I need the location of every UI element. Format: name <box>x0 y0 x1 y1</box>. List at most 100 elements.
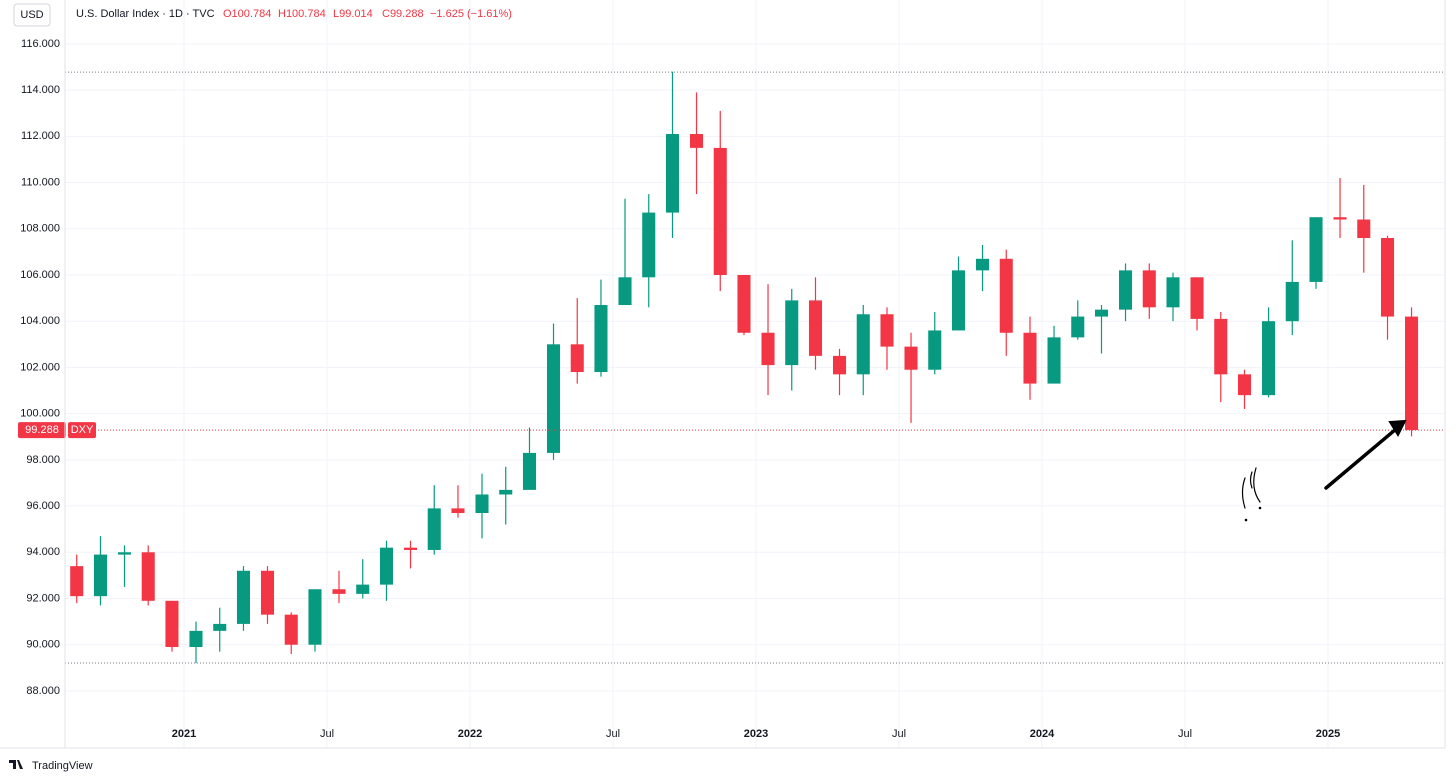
brand-logo <box>9 760 23 769</box>
candle-body <box>1118 270 1133 310</box>
x-tick-label: 2023 <box>744 728 768 740</box>
candle-body <box>332 589 346 594</box>
x-tick-label: Jul <box>606 728 620 740</box>
candle-body <box>284 614 298 645</box>
candle-body <box>403 547 418 550</box>
x-tick-label: Jul <box>320 728 334 740</box>
candle-body <box>880 314 894 347</box>
candle-body <box>928 330 942 370</box>
last-price-label: 99.288 <box>25 424 59 436</box>
candle-body <box>1262 321 1276 396</box>
x-tick-label: Jul <box>1178 728 1192 740</box>
candle-body <box>618 277 632 306</box>
y-tick-label: 108.000 <box>20 223 60 235</box>
y-tick-label: 112.000 <box>21 130 60 142</box>
currency: USD <box>20 9 43 21</box>
candle-body <box>1333 217 1347 220</box>
candle-body <box>451 508 465 513</box>
candle-body <box>213 623 227 631</box>
x-tick-label: 2022 <box>458 728 482 740</box>
candle-body <box>308 589 322 645</box>
low-label: L99.014 <box>333 8 373 20</box>
candle-body <box>1094 309 1109 317</box>
candle-body <box>689 134 704 148</box>
candle-body <box>260 570 275 615</box>
axis-labels: 88.000 90.000 92.000 94.000 96.000 98.000 100.… <box>18 38 1340 740</box>
candle-body <box>165 600 179 648</box>
candle-body <box>522 452 537 490</box>
y-tick-label: 104.000 <box>20 315 60 327</box>
y-tick-label: 96.000 <box>26 500 60 512</box>
candle-body <box>951 270 966 331</box>
candle-body <box>975 258 990 271</box>
y-tick-label: 106.000 <box>20 269 60 281</box>
change-label: −1.625 (−1.61%) <box>430 8 512 20</box>
candle-body <box>1237 374 1252 396</box>
chart-title: U.S. Dollar Index · 1D · TVC <box>76 8 215 20</box>
candle-body <box>1285 281 1299 322</box>
candle-body <box>1309 217 1323 282</box>
candle-body <box>642 212 656 278</box>
candle-body <box>1047 337 1061 384</box>
symbol-tag <box>68 422 96 439</box>
candle-body <box>1190 277 1204 319</box>
y-tick-label: 102.000 <box>20 361 60 373</box>
y-tick-label: 110.000 <box>21 176 60 188</box>
candle-body <box>93 554 107 597</box>
y-tick-label: 98.000 <box>26 454 60 466</box>
y-tick-label: 88.000 <box>26 685 60 697</box>
candle-body <box>1023 332 1037 384</box>
candle-body <box>117 552 132 555</box>
candle-body <box>1071 316 1085 338</box>
candle-body <box>832 355 847 375</box>
candle-body <box>594 305 608 373</box>
y-tick-label: 94.000 <box>26 546 60 558</box>
candle-body <box>1166 277 1180 308</box>
candles <box>65 71 1445 664</box>
annotation <box>1241 419 1407 522</box>
y-tick-label: 92.000 <box>26 592 60 604</box>
candle-body <box>904 346 918 370</box>
candle-body <box>1380 238 1395 317</box>
candle-body <box>665 134 680 213</box>
candle-body <box>737 274 751 333</box>
candle-body <box>1142 270 1156 308</box>
y-tick-label: 114.000 <box>21 84 60 96</box>
candle-body <box>141 552 155 601</box>
candle-body <box>189 630 203 648</box>
close-label: C99.288 <box>382 8 424 20</box>
candle-body <box>713 147 727 275</box>
candle-body <box>356 584 370 594</box>
x-tick-label: Jul <box>892 728 906 740</box>
open-label: O100.784 <box>223 8 271 20</box>
candle-body <box>379 547 394 585</box>
x-tick-label: 2024 <box>1030 728 1055 740</box>
candle-body <box>499 489 513 495</box>
candle-body <box>475 494 489 513</box>
y-tick-label: 90.000 <box>26 639 60 651</box>
candle-body <box>570 344 584 373</box>
symbol-label: DXY <box>71 424 94 436</box>
brand: TradingView <box>32 760 93 772</box>
candle-body <box>1405 316 1419 431</box>
y-tick-label: 100.000 <box>20 408 60 420</box>
candle-body <box>236 570 250 624</box>
high-label: H100.784 <box>278 8 326 20</box>
candle-body <box>1214 318 1228 375</box>
grid <box>65 0 1445 748</box>
candle-body <box>427 508 441 550</box>
currency-box[interactable] <box>13 3 51 27</box>
candle-body <box>785 300 799 366</box>
y-tick-label: 116.000 <box>21 38 60 50</box>
x-tick-label: 2025 <box>1316 728 1340 740</box>
candle-body <box>808 300 823 356</box>
candle-body <box>999 258 1013 333</box>
candle-body <box>70 566 84 597</box>
x-tick-label: 2021 <box>172 728 196 740</box>
candle-body <box>761 332 775 366</box>
candle-body <box>546 344 561 453</box>
candle-body <box>856 314 870 375</box>
candle-body <box>1357 219 1371 239</box>
